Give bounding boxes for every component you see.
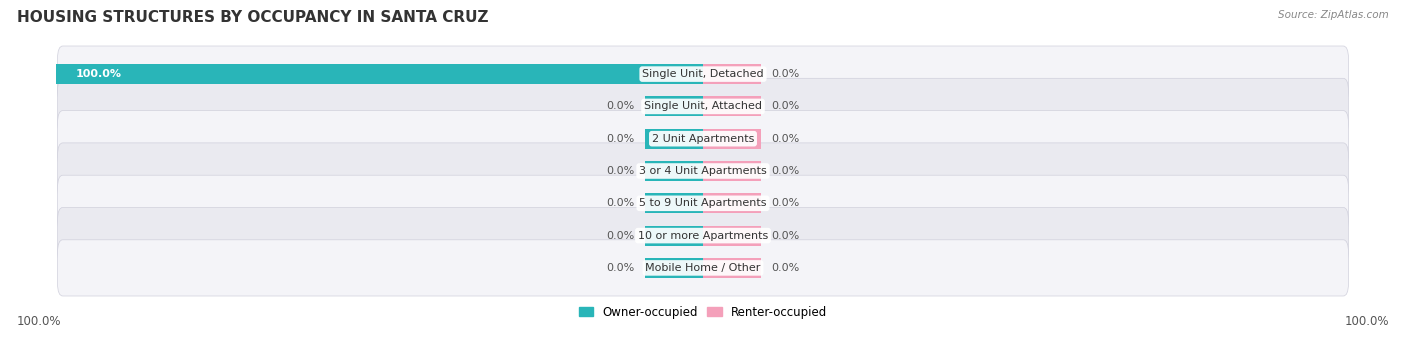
Text: 0.0%: 0.0% — [606, 263, 634, 273]
Bar — [645, 161, 703, 181]
Bar — [645, 226, 703, 246]
Text: 0.0%: 0.0% — [606, 134, 634, 144]
Text: 0.0%: 0.0% — [772, 231, 800, 241]
FancyBboxPatch shape — [58, 143, 1348, 199]
Text: 0.0%: 0.0% — [772, 69, 800, 79]
Text: 100.0%: 100.0% — [1344, 315, 1389, 328]
Text: 2 Unit Apartments: 2 Unit Apartments — [652, 134, 754, 144]
Text: 5 to 9 Unit Apartments: 5 to 9 Unit Apartments — [640, 198, 766, 208]
Text: Mobile Home / Other: Mobile Home / Other — [645, 263, 761, 273]
FancyBboxPatch shape — [58, 240, 1348, 296]
Bar — [703, 64, 761, 84]
Bar — [56, 64, 703, 84]
Text: 100.0%: 100.0% — [76, 69, 122, 79]
Text: 0.0%: 0.0% — [606, 231, 634, 241]
Text: 3 or 4 Unit Apartments: 3 or 4 Unit Apartments — [640, 166, 766, 176]
Bar — [703, 129, 761, 149]
Bar — [645, 129, 703, 149]
Text: 0.0%: 0.0% — [606, 166, 634, 176]
Bar — [703, 193, 761, 213]
Text: Single Unit, Detached: Single Unit, Detached — [643, 69, 763, 79]
Text: Source: ZipAtlas.com: Source: ZipAtlas.com — [1278, 10, 1389, 20]
Bar — [703, 258, 761, 278]
FancyBboxPatch shape — [58, 208, 1348, 264]
Bar — [645, 193, 703, 213]
Text: HOUSING STRUCTURES BY OCCUPANCY IN SANTA CRUZ: HOUSING STRUCTURES BY OCCUPANCY IN SANTA… — [17, 10, 488, 25]
Bar — [703, 96, 761, 116]
Bar — [645, 96, 703, 116]
Bar — [703, 226, 761, 246]
Text: 100.0%: 100.0% — [17, 315, 62, 328]
Text: 0.0%: 0.0% — [772, 263, 800, 273]
Bar — [645, 258, 703, 278]
FancyBboxPatch shape — [58, 110, 1348, 167]
Text: 0.0%: 0.0% — [772, 101, 800, 111]
FancyBboxPatch shape — [58, 46, 1348, 102]
Text: 10 or more Apartments: 10 or more Apartments — [638, 231, 768, 241]
Text: Single Unit, Attached: Single Unit, Attached — [644, 101, 762, 111]
Text: 0.0%: 0.0% — [606, 198, 634, 208]
Bar — [703, 161, 761, 181]
Text: 0.0%: 0.0% — [772, 166, 800, 176]
FancyBboxPatch shape — [58, 175, 1348, 232]
Legend: Owner-occupied, Renter-occupied: Owner-occupied, Renter-occupied — [574, 301, 832, 323]
FancyBboxPatch shape — [58, 78, 1348, 134]
Text: 0.0%: 0.0% — [772, 198, 800, 208]
Text: 0.0%: 0.0% — [606, 101, 634, 111]
Text: 0.0%: 0.0% — [772, 134, 800, 144]
